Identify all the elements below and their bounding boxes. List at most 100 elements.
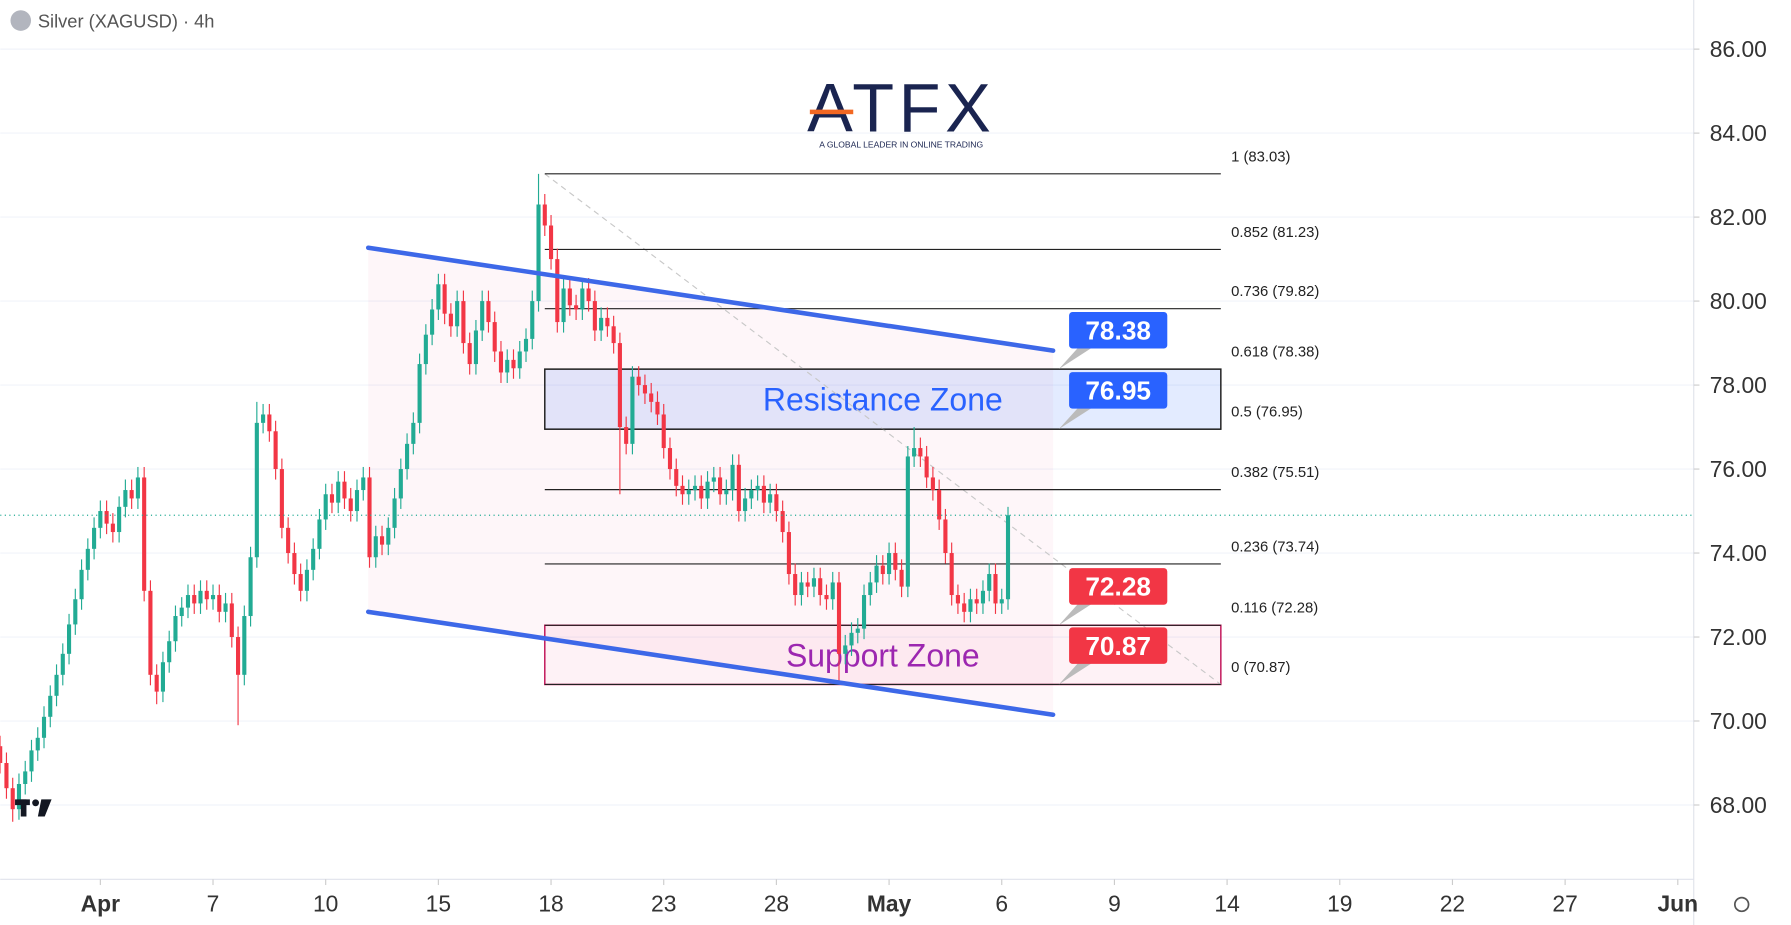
candle-body bbox=[317, 519, 322, 549]
fib-label: 0.382 (75.51) bbox=[1231, 465, 1319, 481]
candle-body bbox=[799, 582, 804, 596]
x-tick-label: 23 bbox=[651, 890, 676, 916]
y-tick-label: 72.00 bbox=[1710, 624, 1767, 650]
trendline bbox=[365, 609, 1056, 717]
candle-body bbox=[824, 595, 829, 600]
callout-label: 72.28 bbox=[1085, 572, 1151, 602]
candle-body bbox=[448, 313, 453, 327]
candle-body bbox=[348, 498, 353, 512]
fib-label: 0.116 (72.28) bbox=[1231, 601, 1318, 617]
candle-body bbox=[35, 737, 40, 751]
zone-label: Resistance Zone bbox=[763, 382, 1003, 418]
candle-body bbox=[323, 494, 328, 520]
channel-fill bbox=[368, 247, 1054, 715]
candle-body bbox=[398, 469, 403, 499]
candle-body bbox=[342, 481, 347, 499]
candle-body bbox=[4, 763, 9, 789]
candle-body bbox=[110, 523, 115, 533]
candle-body bbox=[254, 422, 259, 558]
candle-body bbox=[29, 750, 34, 772]
candle-body bbox=[899, 569, 904, 587]
candle-body bbox=[73, 599, 78, 625]
x-tick-label: 15 bbox=[426, 890, 451, 916]
fib-label: 0 (70.87) bbox=[1231, 660, 1290, 676]
candle-body bbox=[430, 309, 435, 335]
candle-body bbox=[486, 301, 491, 323]
candle-body bbox=[805, 582, 810, 587]
candle-body bbox=[361, 477, 366, 491]
trendline bbox=[365, 245, 1056, 353]
candle-body bbox=[48, 695, 53, 717]
settings-icon[interactable] bbox=[1733, 896, 1750, 913]
candle-body bbox=[60, 653, 65, 675]
candle-body bbox=[411, 422, 416, 444]
candle-body bbox=[236, 637, 241, 675]
candle-body bbox=[649, 393, 654, 402]
candle-body bbox=[167, 641, 172, 663]
candle-body bbox=[580, 288, 585, 310]
candle-body bbox=[185, 595, 191, 608]
candle-body bbox=[135, 477, 140, 499]
logo-tagline: A GLOBAL LEADER IN ONLINE TRADING bbox=[819, 139, 983, 149]
y-tick-label: 82.00 bbox=[1710, 204, 1767, 230]
candle-body bbox=[774, 494, 779, 512]
candle-body bbox=[692, 485, 698, 491]
candle-body bbox=[436, 284, 441, 310]
candle-body bbox=[599, 317, 604, 331]
fib-label: 0.236 (73.74) bbox=[1231, 539, 1319, 555]
candle-body bbox=[367, 477, 372, 558]
candle-body bbox=[298, 574, 303, 591]
candle-body bbox=[467, 343, 472, 365]
candle-body bbox=[242, 616, 247, 675]
x-tick-label: 28 bbox=[764, 890, 789, 916]
candle-body bbox=[129, 490, 134, 499]
candle-body bbox=[442, 284, 447, 314]
candle-body bbox=[768, 494, 773, 503]
candle-body bbox=[887, 553, 892, 575]
candle-body bbox=[98, 511, 103, 528]
candle-body bbox=[505, 359, 510, 373]
candle-body bbox=[624, 427, 629, 444]
candle-body bbox=[968, 599, 973, 612]
candle-body bbox=[918, 448, 923, 457]
candle-body bbox=[987, 574, 992, 591]
candle-body bbox=[937, 490, 942, 520]
candle-body bbox=[548, 225, 554, 260]
callout: 76.95 bbox=[1058, 372, 1168, 430]
x-tick-label: Apr bbox=[81, 890, 120, 916]
candle-body bbox=[974, 599, 979, 604]
candle-body bbox=[930, 477, 935, 491]
candle-body bbox=[392, 498, 397, 528]
callout-box bbox=[1069, 568, 1168, 605]
candle-body bbox=[92, 527, 97, 549]
candle-body bbox=[85, 548, 90, 570]
candle-body bbox=[154, 674, 159, 692]
candle-body bbox=[104, 511, 109, 524]
candle-body bbox=[586, 288, 591, 302]
candle-body bbox=[686, 490, 691, 495]
fib-label: 0.618 (78.38) bbox=[1231, 345, 1319, 361]
callout-label: 70.87 bbox=[1085, 631, 1151, 661]
candle-body bbox=[229, 603, 234, 638]
y-tick-label: 78.00 bbox=[1710, 372, 1767, 398]
candle-body bbox=[674, 469, 679, 486]
candle-body bbox=[123, 490, 128, 507]
candle-body bbox=[304, 569, 309, 591]
candle-body bbox=[743, 498, 748, 512]
candle-body bbox=[912, 448, 917, 457]
candle-body bbox=[718, 477, 723, 495]
candle-body bbox=[179, 607, 184, 617]
x-tick-label: 10 bbox=[313, 890, 338, 916]
candle-body bbox=[530, 301, 535, 339]
candle-body bbox=[711, 477, 716, 482]
candle-body bbox=[724, 490, 729, 495]
x-tick-label: May bbox=[867, 890, 912, 916]
candle-body bbox=[354, 490, 360, 512]
candle-body bbox=[117, 506, 122, 533]
candle-body bbox=[267, 414, 272, 432]
candle-body bbox=[730, 464, 735, 491]
candle-body bbox=[980, 590, 986, 604]
candle-body bbox=[198, 590, 203, 604]
candle-body bbox=[286, 527, 291, 554]
